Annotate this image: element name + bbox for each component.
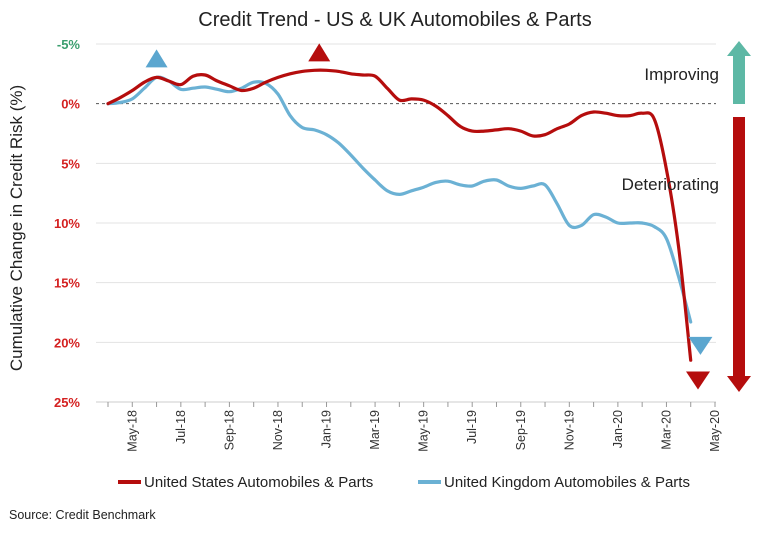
y-axis-label: Cumulative Change in Credit Risk (%) [7,85,26,371]
legend-label-uk: United Kingdom Automobiles & Parts [444,474,690,491]
marker-triangle-up [145,49,168,68]
chart-title: Credit Trend - US & UK Automobiles & Par… [198,9,592,31]
improving-arrow [727,41,751,104]
annotation-markers [145,43,713,390]
y-tick-label: 15% [54,276,80,291]
x-tick-label: May-19 [417,410,431,452]
x-tick-label: May-18 [125,410,139,452]
y-tick-label: 10% [54,216,80,231]
x-tick-label: Nov-18 [271,410,285,450]
y-axis-ticks: -5% 0% 5% 10% 15% 20% 25% [54,37,80,410]
x-tick-label: Sep-18 [222,410,236,450]
x-tick-label: Sep-19 [514,410,528,450]
y-tick-label: 20% [54,335,80,350]
marker-triangle-down [688,336,713,355]
x-tick-label: Jul-19 [465,410,479,444]
x-tick-label: Mar-19 [368,410,382,450]
legend-label-us: United States Automobiles & Parts [144,474,373,491]
x-tick-label: Nov-19 [562,410,576,450]
series-line-uk [106,75,693,324]
x-tick-label: Jul-18 [174,410,188,444]
y-tick-label: -5% [57,37,81,52]
series-lines [106,68,693,362]
y-tick-label: 0% [61,97,80,112]
source-note: Source: Credit Benchmark [9,508,156,522]
y-tick-label: 5% [61,156,80,171]
marker-triangle-down [686,371,711,390]
series-line-us [106,68,693,362]
x-tick-label: Mar-20 [659,410,673,450]
marker-triangle-up [308,43,331,62]
improving-label: Improving [644,65,719,84]
x-tick-label: Jan-20 [611,410,625,448]
y-tick-label: 25% [54,395,80,410]
deteriorating-arrow [727,117,751,392]
deteriorating-label: Deteriorating [622,175,719,194]
x-tick-label: Jan-19 [320,410,334,448]
x-axis: May-18 Jul-18 Sep-18 Nov-18 Jan-19 Mar-19 May-… [96,401,722,452]
x-tick-label: May-20 [708,410,722,452]
legend: United States Automobiles & Parts United… [118,474,690,491]
